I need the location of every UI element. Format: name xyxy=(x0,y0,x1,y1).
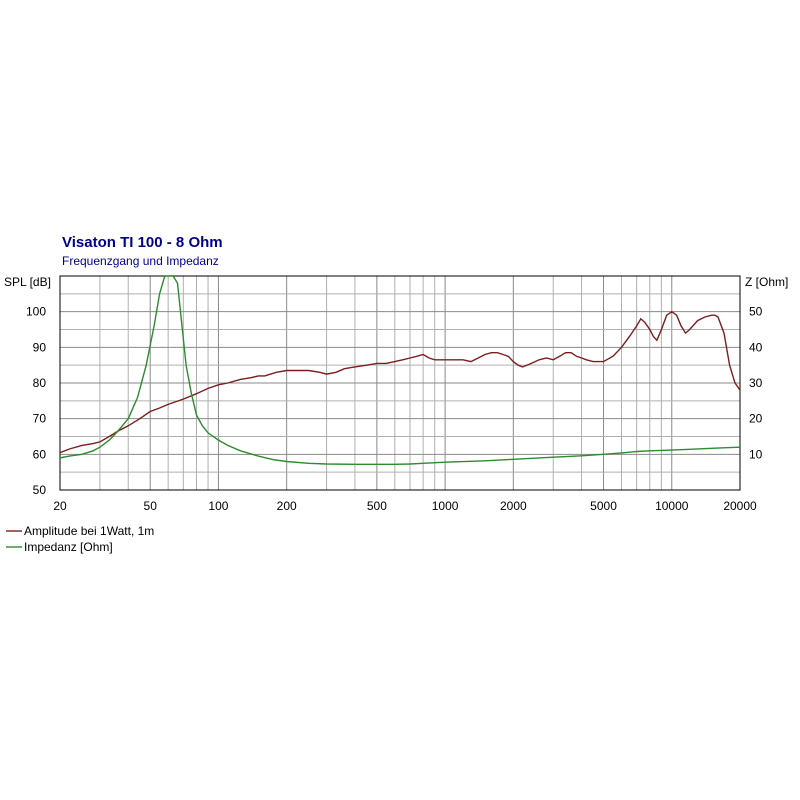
x-tick-label: 200 xyxy=(277,499,297,513)
y-left-tick-label: 100 xyxy=(26,305,46,319)
impedance-series-line xyxy=(60,276,740,465)
y-left-tick-label: 70 xyxy=(33,412,47,426)
x-tick-label: 100 xyxy=(208,499,228,513)
x-tick-label: 10000 xyxy=(655,499,689,513)
x-tick-label: 2000 xyxy=(500,499,527,513)
x-tick-label: 50 xyxy=(144,499,158,513)
y-left-tick-label: 60 xyxy=(33,447,47,461)
legend-entry: Amplitude bei 1Watt, 1m xyxy=(24,524,154,538)
y-axis-left-label: SPL [dB] xyxy=(4,275,51,289)
x-tick-label: 5000 xyxy=(590,499,617,513)
grid xyxy=(59,275,741,491)
x-tick-label: 1000 xyxy=(432,499,459,513)
tick-labels: 20 50 100 200 500 1000 2000 5000 10000 20000 50 60 7… xyxy=(26,305,763,513)
x-tick-label: 20 xyxy=(53,499,67,513)
chart-title: Visaton TI 100 - 8 Ohm xyxy=(62,234,223,251)
amplitude-series-line xyxy=(60,310,740,454)
plot-frame xyxy=(59,275,741,491)
y-right-tick-label: 50 xyxy=(749,305,763,319)
y-right-tick-label: 30 xyxy=(749,376,763,390)
legend: Amplitude bei 1Watt, 1m Impedanz [Ohm] xyxy=(6,524,154,554)
y-left-tick-label: 80 xyxy=(33,376,47,390)
x-tick-label: 500 xyxy=(367,499,387,513)
y-left-tick-label: 50 xyxy=(33,483,47,497)
y-right-tick-label: 10 xyxy=(749,447,763,461)
y-left-tick-label: 90 xyxy=(33,340,47,354)
y-right-tick-label: 20 xyxy=(749,412,763,426)
y-axis-right-label: Z [Ohm] xyxy=(745,275,788,289)
x-tick-label: 20000 xyxy=(723,499,757,513)
legend-entry: Impedanz [Ohm] xyxy=(24,540,113,554)
series-lines xyxy=(60,276,740,465)
chart-subtitle: Frequenzgang und Impedanz xyxy=(62,254,219,268)
y-right-tick-label: 40 xyxy=(749,340,763,354)
